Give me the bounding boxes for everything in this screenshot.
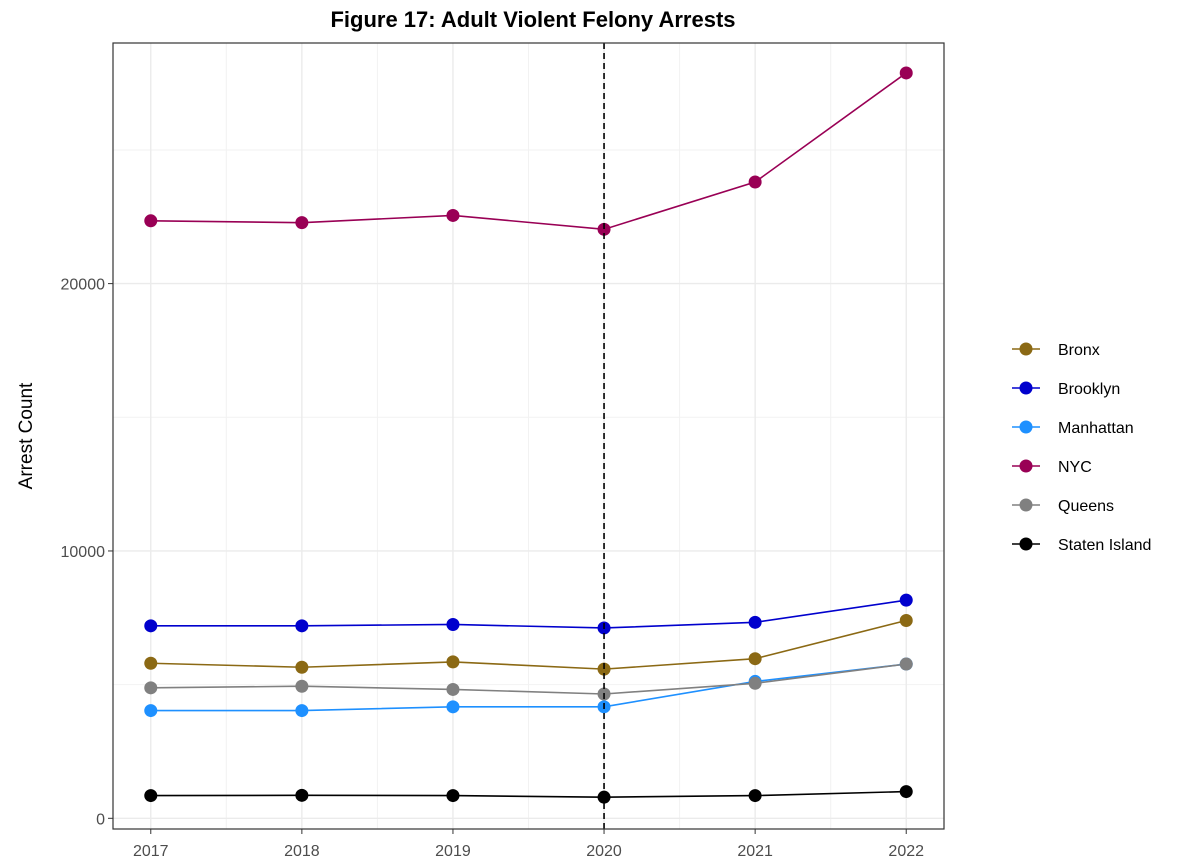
data-point: [748, 652, 762, 666]
x-tick-label: 2018: [284, 843, 320, 860]
x-tick-label: 2019: [435, 843, 471, 860]
data-point: [144, 619, 158, 633]
legend-label: Brooklyn: [1058, 381, 1120, 398]
x-tick-label: 2020: [586, 843, 622, 860]
series-line: [150, 663, 907, 712]
legend-label: NYC: [1058, 459, 1092, 476]
series-line: [150, 599, 907, 629]
data-point: [446, 789, 460, 803]
series-line: [150, 790, 907, 798]
legend-key-point: [1019, 342, 1033, 356]
data-point: [295, 679, 309, 693]
axis-layer: 2017 2018 2019 2020 2021 2022 0 10000 20000: [61, 277, 925, 860]
data-point: [748, 175, 762, 189]
legend-key-point: [1019, 459, 1033, 473]
data-point: [899, 66, 913, 80]
plot-border: [112, 42, 945, 830]
x-tick-label: 2021: [737, 843, 773, 860]
data-point: [295, 619, 309, 633]
data-point: [295, 216, 309, 230]
data-point: [899, 785, 913, 799]
series-line: [150, 72, 907, 231]
data-point: [446, 655, 460, 669]
data-point: [144, 704, 158, 718]
data-point: [446, 682, 460, 696]
data-point: [899, 657, 913, 671]
y-tick-label: 0: [96, 811, 105, 828]
data-point: [446, 700, 460, 714]
data-point: [597, 222, 611, 236]
data-point: [748, 676, 762, 690]
data-point: [446, 617, 460, 631]
legend: Bronx Brooklyn Manhattan NYC Queens Staten Is…: [1012, 342, 1151, 554]
y-tick-label: 20000: [61, 277, 106, 294]
data-point: [597, 662, 611, 676]
data-point: [899, 593, 913, 607]
legend-key-point: [1019, 537, 1033, 551]
legend-label: Staten Island: [1058, 537, 1151, 554]
y-tick-label: 10000: [61, 544, 106, 561]
series-line: [150, 619, 907, 670]
data-point: [748, 789, 762, 803]
legend-label: Bronx: [1058, 342, 1100, 359]
data-point: [295, 704, 309, 718]
x-tick-label: 2017: [133, 843, 169, 860]
data-point: [295, 660, 309, 674]
data-point: [144, 656, 158, 670]
legend-key-point: [1019, 381, 1033, 395]
grid-layer: [113, 43, 944, 829]
legend-key-point: [1019, 498, 1033, 512]
data-point: [144, 214, 158, 228]
data-point: [295, 788, 309, 802]
data-point: [144, 681, 158, 695]
legend-label: Queens: [1058, 498, 1114, 515]
legend-label: Manhattan: [1058, 420, 1134, 437]
chart-title: Figure 17: Adult Violent Felony Arrests: [330, 7, 735, 32]
data-point: [899, 613, 913, 627]
legend-key-point: [1019, 420, 1033, 434]
x-tick-label: 2022: [888, 843, 924, 860]
data-point: [144, 789, 158, 803]
series-line: [150, 663, 907, 695]
y-axis-label: Arrest Count: [16, 382, 37, 489]
series-layer: [144, 43, 913, 829]
data-point: [446, 208, 460, 222]
data-point: [748, 615, 762, 629]
